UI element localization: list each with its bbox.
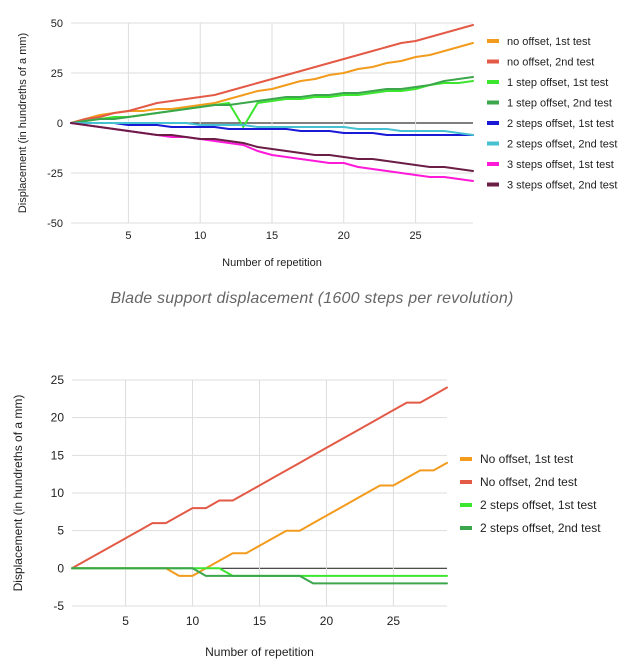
series-line-5 [70, 122, 474, 136]
series-line-6 [70, 122, 474, 136]
y-tick-label: 25 [51, 373, 65, 387]
y-tick-label: -50 [47, 218, 63, 230]
x-tick-label: 15 [266, 230, 278, 242]
y-tick-label: 20 [51, 411, 65, 425]
legend-entry: 2 steps offset, 2nd test [507, 139, 617, 151]
x-tick-label: 25 [409, 230, 421, 242]
legend-entry: 2 steps offset, 1st test [507, 118, 614, 130]
x-tick-label: 5 [125, 230, 131, 242]
y-tick-label: 10 [51, 486, 65, 500]
legend-entry: no offset, 2nd test [507, 57, 594, 69]
x-tick-label: 10 [194, 230, 206, 242]
y-axis-label: Displacement (in hundreths of a mm) [17, 33, 29, 213]
series-line-2 [71, 386, 448, 570]
y-tick-label: 25 [51, 68, 63, 80]
bottom-line-chart: -5 0 5 10 15 20 25 5 10 15 20 25 Number of repetitio… [11, 373, 601, 659]
legend-entry: No offset, 1st test [480, 452, 574, 466]
x-tick-label: 20 [320, 614, 334, 628]
y-tick-label: -5 [53, 599, 64, 613]
legend-entry: No offset, 2nd test [480, 475, 578, 489]
series-line-8 [70, 122, 474, 172]
y-tick-label: 0 [57, 118, 63, 130]
legend-entry: no offset, 1st test [507, 36, 591, 48]
legend-entry: 3 steps offset, 1st test [507, 159, 614, 171]
y-tick-label: -25 [47, 168, 63, 180]
y-tick-label: 15 [51, 448, 65, 462]
x-axis-label: Number of repetition [222, 257, 322, 269]
y-axis-label: Displacement (in hundreths of a mm) [11, 395, 25, 592]
y-tick-label: 0 [57, 561, 64, 575]
legend-entry: 1 step offset, 2nd test [507, 98, 612, 110]
x-tick-label: 5 [122, 614, 129, 628]
x-tick-label: 10 [186, 614, 200, 628]
y-tick-label: 50 [51, 18, 63, 30]
x-tick-label: 15 [253, 614, 267, 628]
legend-entry: 2 steps offset, 2nd test [480, 521, 601, 535]
chart-caption: Blade support displacement (1600 steps p… [110, 290, 514, 307]
series-line-4 [70, 76, 474, 124]
legend-entry: 1 step offset, 1st test [507, 77, 608, 89]
x-tick-label: 25 [387, 614, 401, 628]
x-tick-label: 20 [338, 230, 350, 242]
y-tick-label: 5 [57, 524, 64, 538]
legend-entry: 2 steps offset, 1st test [480, 498, 597, 512]
legend-entry: 3 steps offset, 2nd test [507, 180, 617, 192]
series-line-1 [70, 42, 474, 124]
series-line-2 [70, 24, 474, 124]
top-line-chart: -50 -25 0 25 50 5 10 15 20 25 Number of repetition… [17, 18, 617, 269]
x-axis-label: Number of repetition [205, 645, 314, 659]
series-line-4 [71, 567, 448, 585]
